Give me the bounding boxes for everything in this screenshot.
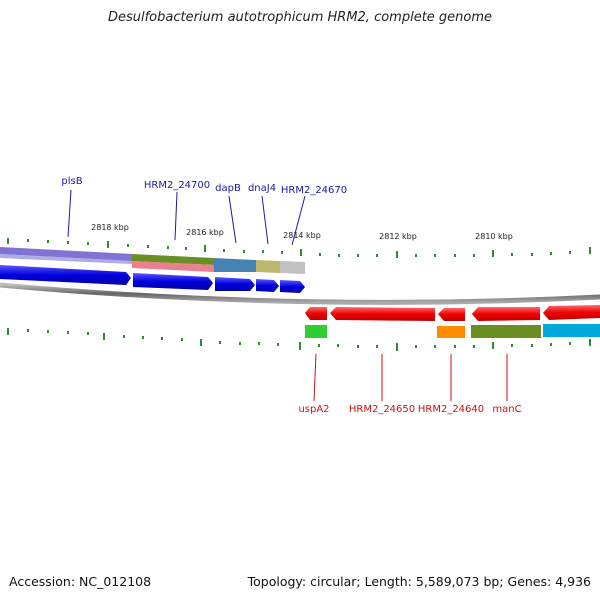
cds-arrow-forward: [0, 265, 131, 285]
feature-block: [305, 325, 327, 338]
feature-track-top: [0, 247, 305, 274]
top-gene-labels: plsB HRM2_24700 dapB dnaJ4 HRM2_24670: [61, 176, 347, 246]
gene-label-hrm2-24700: HRM2_24700: [144, 180, 210, 191]
feature-block: [471, 325, 541, 338]
scale-label: 2818 kbp: [91, 223, 129, 232]
label-leader: [313, 353, 317, 402]
bottom-gene-labels: uspA2 HRM2_24650 HRM2_24640 manC: [298, 353, 522, 415]
feature-block: [437, 326, 465, 338]
label-leader: [228, 195, 237, 244]
genome-title: Desulfobacterium autotrophicum HRM2, com…: [107, 10, 493, 25]
feature-block: [132, 261, 214, 272]
cds-arrow-forward: [133, 273, 213, 290]
label-leader: [291, 195, 306, 246]
cds-arrow-reverse: [543, 305, 600, 320]
cds-arrow-reverse: [472, 307, 540, 321]
label-leader: [174, 191, 178, 241]
feature-block: [280, 261, 305, 274]
topology-text: Topology: circular; Length: 5,589,073 bp…: [247, 574, 591, 589]
gene-label-hrm2-24640: HRM2_24640: [418, 404, 484, 415]
reverse-cds-track: [305, 305, 600, 321]
forward-cds-track: [0, 265, 305, 293]
cds-arrow-reverse: [330, 307, 435, 321]
feature-block: [543, 324, 600, 337]
cds-arrow-forward: [256, 279, 279, 292]
feature-block: [0, 254, 132, 264]
feature-block: [214, 258, 256, 272]
feature-block: [0, 247, 132, 261]
cds-arrow-reverse: [438, 308, 465, 321]
scale-label: 2814 kbp: [283, 231, 321, 240]
gene-label-manC: manC: [492, 404, 521, 415]
gene-label-hrm2-24650: HRM2_24650: [349, 404, 415, 415]
gene-label-plsB: plsB: [61, 176, 82, 187]
gene-label-dnaJ4: dnaJ4: [248, 183, 276, 194]
cds-arrow-reverse: [305, 307, 327, 320]
scale-label: 2816 kbp: [186, 228, 224, 237]
gene-label-hrm2-24670: HRM2_24670: [281, 185, 347, 196]
gene-label-uspA2: uspA2: [298, 404, 329, 415]
scale-label: 2810 kbp: [475, 232, 513, 241]
accession-text: Accession: NC_012108: [9, 574, 152, 589]
feature-block: [256, 260, 280, 273]
cds-arrow-forward: [280, 280, 305, 293]
genome-backbone: [0, 282, 600, 305]
gene-label-dapB: dapB: [215, 183, 241, 194]
scale-ticks-top: [7, 238, 591, 258]
cds-arrow-forward: [215, 277, 255, 291]
feature-track-bottom: [305, 324, 600, 338]
scale-ticks-bottom: [7, 328, 591, 351]
feature-block: [132, 254, 214, 265]
label-leader: [261, 195, 269, 245]
label-leader: [67, 189, 72, 238]
scale-label: 2812 kbp: [379, 232, 417, 241]
